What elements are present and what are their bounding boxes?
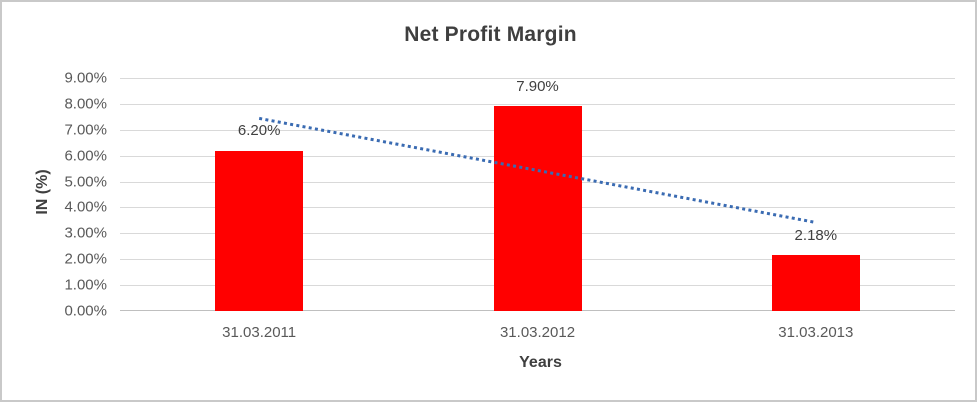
x-axis-title: Years bbox=[519, 354, 562, 371]
plot-area: 0.00% 1.00% 2.00% 3.00% 4.00% 5.00% 6.00% 7.00%… bbox=[64, 70, 955, 341]
bar-data-label: 7.90% bbox=[516, 78, 559, 96]
y-tick-label: 8.00% bbox=[64, 95, 107, 113]
y-tick-label: 4.00% bbox=[64, 198, 107, 216]
gridline bbox=[120, 103, 955, 105]
y-tick-label: 5.00% bbox=[64, 173, 107, 191]
bar bbox=[493, 106, 582, 311]
bar-data-label: 2.18% bbox=[794, 226, 838, 244]
chart-title: Net Profit Margin bbox=[404, 23, 577, 46]
y-tick-label: 1.00% bbox=[64, 276, 107, 294]
bar bbox=[771, 254, 860, 311]
bar-data-label: 6.20% bbox=[237, 122, 281, 140]
gridline bbox=[120, 78, 955, 79]
y-tick-label: 9.00% bbox=[64, 69, 107, 87]
y-tick-label: 3.00% bbox=[64, 224, 107, 242]
x-tick-label: 31.03.2012 bbox=[499, 324, 576, 341]
y-tick-label: 2.00% bbox=[64, 250, 107, 268]
bar bbox=[215, 150, 304, 311]
x-tick-label: 31.03.2013 bbox=[778, 324, 854, 341]
x-tick-label: 31.03.2011 bbox=[222, 324, 297, 341]
y-tick-label: 0.00% bbox=[64, 302, 107, 320]
trendline bbox=[258, 116, 817, 224]
y-tick-label: 7.00% bbox=[64, 121, 107, 139]
y-tick-label: 6.00% bbox=[64, 147, 107, 165]
